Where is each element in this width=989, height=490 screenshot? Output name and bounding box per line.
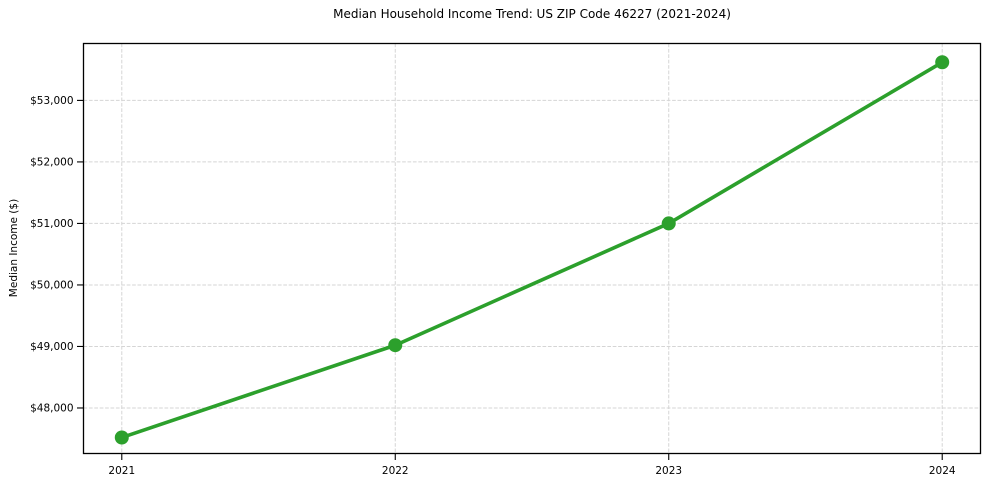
y-tick-label: $52,000 — [30, 157, 73, 169]
y-tick-label: $51,000 — [30, 218, 73, 230]
trend-line — [119, 60, 945, 440]
data-point-2023 — [661, 216, 676, 231]
x-tick-label: 2021 — [108, 465, 135, 477]
x-tick-label: 2022 — [382, 465, 409, 477]
data-point-2022 — [388, 338, 403, 353]
chart-title: Median Household Income Trend: US ZIP Co… — [333, 7, 731, 21]
plot-border — [82, 42, 982, 455]
y-tick-label: $50,000 — [30, 280, 73, 292]
data-point-2021 — [114, 430, 129, 445]
x-tick-label: 2024 — [929, 465, 956, 477]
x-tick-label: 2023 — [655, 465, 682, 477]
y-tick-label: $49,000 — [30, 341, 73, 353]
data-point-2024 — [935, 55, 950, 70]
y-tick-label: $48,000 — [30, 403, 73, 415]
y-tick-label: $53,000 — [30, 95, 73, 107]
